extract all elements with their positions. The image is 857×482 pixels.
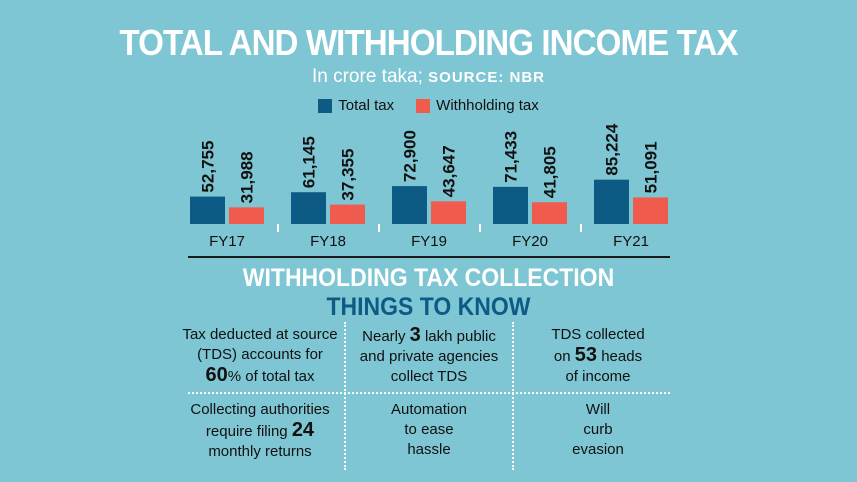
- bar-withholding-fy21: [633, 197, 668, 224]
- data-label-total-fy20: 71,433: [502, 131, 521, 183]
- divider-horizontal: [188, 392, 670, 394]
- divider-vertical-1: [344, 322, 346, 470]
- fact-line: collect TDS: [390, 368, 468, 385]
- fact-text: heads: [597, 348, 643, 365]
- fact-number: 24: [291, 419, 315, 441]
- legend-label-total: Total tax: [338, 97, 395, 114]
- fact-text: Nearly: [362, 328, 410, 345]
- data-label-withholding-fy20: 41,805: [541, 146, 560, 198]
- bar-withholding-fy17: [229, 207, 264, 224]
- divider-vertical-2: [512, 322, 514, 470]
- fact-number: 53: [574, 344, 598, 366]
- fact-text: % of total tax: [227, 368, 315, 385]
- fact-line: of income: [565, 368, 631, 385]
- legend-label-withholding: Withholding tax: [436, 97, 539, 114]
- x-tick-label-fy19: FY19: [411, 233, 447, 250]
- fact-line: Automation: [391, 401, 467, 418]
- chart-title: TOTAL AND WITHHOLDING INCOME TAX: [119, 22, 738, 63]
- x-tick-label-fy21: FY21: [613, 233, 649, 250]
- legend-item-withholding: Withholding tax: [416, 97, 539, 114]
- data-label-withholding-fy19: 43,647: [440, 145, 459, 197]
- fact-automation: Automation to ease hassle: [350, 400, 508, 460]
- fact-line: on 53 heads: [518, 345, 678, 367]
- bar-total-fy21: [594, 179, 629, 224]
- fact-line: require filing 24: [180, 420, 340, 442]
- fact-line: Tax deducted at source: [182, 326, 338, 343]
- data-label-withholding-fy17: 31,988: [238, 151, 257, 203]
- chart-subtitle: In crore taka; SOURCE: NBR: [0, 66, 857, 88]
- fact-tds-share: Tax deducted at source (TDS) accounts fo…: [180, 325, 340, 387]
- legend-swatch-total: [318, 98, 333, 113]
- fact-number: 3: [409, 324, 421, 346]
- fact-line: 60% of total tax: [180, 365, 340, 387]
- fact-line: evasion: [572, 441, 624, 458]
- fact-line: Will: [585, 401, 611, 418]
- fact-text: on: [553, 348, 575, 365]
- bar-withholding-fy18: [330, 204, 365, 224]
- fact-line: monthly returns: [208, 443, 312, 460]
- data-label-total-fy21: 85,224: [603, 123, 622, 176]
- fact-line: (TDS) accounts for: [197, 346, 323, 363]
- bar-total-fy18: [291, 192, 326, 224]
- fact-line: hassle: [407, 441, 451, 458]
- section-heading: WITHHOLDING TAX COLLECTION: [242, 264, 615, 292]
- fact-line: curb: [583, 421, 613, 438]
- legend-swatch-withholding: [416, 98, 431, 113]
- bar-total-fy17: [190, 196, 225, 224]
- x-tick-label-fy18: FY18: [310, 233, 346, 250]
- data-label-withholding-fy21: 51,091: [642, 141, 661, 193]
- fact-line: and private agencies: [359, 348, 499, 365]
- data-label-total-fy19: 72,900: [401, 130, 420, 182]
- section-subheading: THINGS TO KNOW: [326, 293, 531, 321]
- bar-total-fy20: [493, 186, 528, 224]
- fact-text: require filing: [205, 423, 292, 440]
- bar-total-fy19: [392, 186, 427, 224]
- source-note: SOURCE: NBR: [428, 69, 545, 86]
- x-tick-label-fy17: FY17: [209, 233, 245, 250]
- legend-item-total: Total tax: [318, 97, 394, 114]
- data-label-total-fy18: 61,145: [300, 136, 319, 188]
- fact-line: Nearly 3 lakh public: [350, 325, 508, 347]
- fact-line: to ease: [404, 421, 454, 438]
- bar-withholding-fy19: [431, 201, 466, 224]
- fact-monthly-returns: Collecting authorities require filing 24…: [180, 400, 340, 462]
- fact-heads: TDS collected on 53 heads of income: [518, 325, 678, 387]
- x-tick-label-fy20: FY20: [512, 233, 548, 250]
- data-label-withholding-fy18: 37,355: [339, 149, 358, 201]
- legend: Total tax Withholding tax: [0, 97, 857, 114]
- fact-number: 60: [205, 364, 228, 386]
- units-note: In crore taka;: [311, 66, 429, 87]
- data-label-total-fy17: 52,755: [199, 141, 218, 193]
- fact-agencies: Nearly 3 lakh public and private agencie…: [350, 325, 508, 387]
- bar-chart: 52,755 31,988 FY17 61,145 37,355 FY18 72,900 43…: [190, 123, 668, 250]
- fact-line: TDS collected: [551, 326, 645, 343]
- fact-text: lakh public: [420, 328, 496, 345]
- divider: [188, 256, 670, 258]
- fact-evasion: Will curb evasion: [518, 400, 678, 460]
- bar-withholding-fy20: [532, 202, 567, 224]
- fact-line: Collecting authorities: [190, 401, 330, 418]
